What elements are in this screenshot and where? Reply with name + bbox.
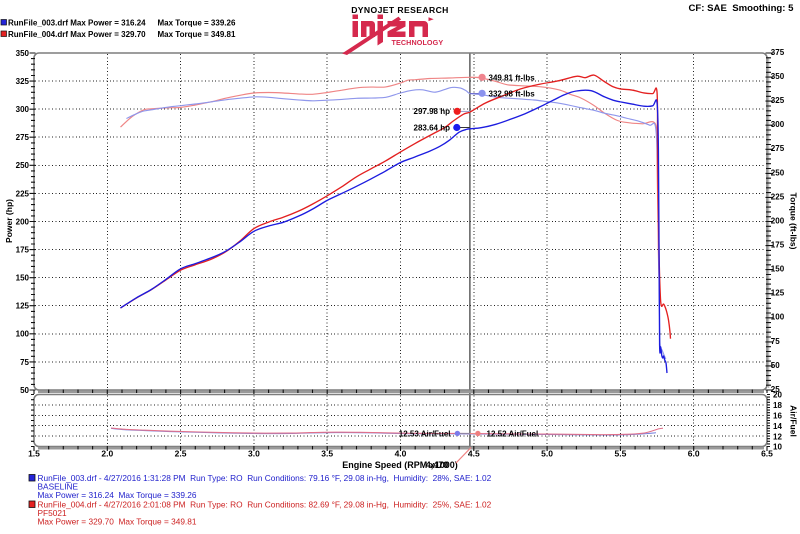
svg-text:297.98 hp: 297.98 hp xyxy=(414,107,451,116)
svg-text:RunFile_003.drf - 4/27/2016 1:: RunFile_003.drf - 4/27/2016 1:31:28 PM R… xyxy=(38,473,492,483)
svg-text:PF5021: PF5021 xyxy=(38,508,67,518)
svg-text:14: 14 xyxy=(773,422,782,431)
svg-text:12: 12 xyxy=(773,432,782,441)
svg-text:325: 325 xyxy=(16,77,30,86)
svg-text:250: 250 xyxy=(16,161,30,170)
svg-text:RunFile_003.drf Max Power = 31: RunFile_003.drf Max Power = 316.24 xyxy=(8,19,146,28)
svg-text:Max Torque = 339.26: Max Torque = 339.26 xyxy=(158,19,236,28)
svg-text:3.0: 3.0 xyxy=(248,449,260,459)
svg-text:225: 225 xyxy=(771,192,785,201)
svg-text:12.53 Air/Fuel: 12.53 Air/Fuel xyxy=(399,430,451,439)
svg-text:283.64 hp: 283.64 hp xyxy=(414,123,451,132)
svg-text:Torque (ft-lbs): Torque (ft-lbs) xyxy=(789,193,799,250)
svg-text:349.81 ft-lbs: 349.81 ft-lbs xyxy=(489,73,536,82)
svg-text:10: 10 xyxy=(773,443,782,452)
svg-text:18: 18 xyxy=(773,401,782,410)
svg-text:Power (hp): Power (hp) xyxy=(4,199,14,243)
svg-text:50: 50 xyxy=(771,361,780,370)
svg-text:275: 275 xyxy=(771,144,785,153)
svg-text:225: 225 xyxy=(16,189,30,198)
svg-text:300: 300 xyxy=(16,105,30,114)
svg-text:20: 20 xyxy=(773,391,782,400)
svg-text:2.5: 2.5 xyxy=(175,449,187,459)
svg-text:RunFile_004.drf Max Power = 32: RunFile_004.drf Max Power = 329.70 xyxy=(8,30,146,39)
svg-text:Engine Speed (RPM x1000): Engine Speed (RPM x1000) xyxy=(342,460,458,470)
svg-text:150: 150 xyxy=(771,265,785,274)
svg-text:Max Power = 329.70 Max Torque: Max Power = 329.70 Max Torque = 349.81 xyxy=(38,517,197,527)
svg-text:200: 200 xyxy=(771,216,785,225)
svg-text:5.5: 5.5 xyxy=(614,449,626,459)
svg-text:75: 75 xyxy=(20,358,29,367)
svg-text:2.0: 2.0 xyxy=(101,449,113,459)
svg-text:BASELINE: BASELINE xyxy=(38,482,79,492)
svg-text:300: 300 xyxy=(771,120,785,129)
svg-text:5.0: 5.0 xyxy=(541,449,553,459)
svg-text:75: 75 xyxy=(771,337,780,346)
svg-text:275: 275 xyxy=(16,133,30,142)
svg-text:RunFile_004.drf - 4/27/2016 2:: RunFile_004.drf - 4/27/2016 2:01:08 PM R… xyxy=(38,500,492,510)
svg-text:100: 100 xyxy=(16,330,30,339)
svg-text:332.98 ft-lbs: 332.98 ft-lbs xyxy=(489,89,536,98)
svg-text:175: 175 xyxy=(16,246,30,255)
svg-text:125: 125 xyxy=(771,289,785,298)
svg-text:150: 150 xyxy=(16,274,30,283)
svg-text:25: 25 xyxy=(771,385,780,394)
svg-text:375: 375 xyxy=(771,48,785,57)
svg-text:CF: SAE Smoothing: 5: CF: SAE Smoothing: 5 xyxy=(689,3,795,14)
svg-text:TECHNOLOGY: TECHNOLOGY xyxy=(392,38,444,47)
svg-text:16: 16 xyxy=(773,412,782,421)
svg-text:Max Torque = 349.81: Max Torque = 349.81 xyxy=(158,30,236,39)
svg-text:100: 100 xyxy=(771,313,785,322)
svg-text:DYNOJET RESEARCH: DYNOJET RESEARCH xyxy=(351,5,449,15)
svg-text:3.5: 3.5 xyxy=(321,449,333,459)
svg-text:4.5: 4.5 xyxy=(468,449,480,459)
svg-text:6.5: 6.5 xyxy=(761,449,773,459)
svg-text:325: 325 xyxy=(771,96,785,105)
svg-text:4.0: 4.0 xyxy=(395,449,407,459)
svg-text:350: 350 xyxy=(16,49,30,58)
svg-text:4,470: 4,470 xyxy=(426,460,449,470)
svg-text:6.0: 6.0 xyxy=(688,449,700,459)
svg-text:1.5: 1.5 xyxy=(28,449,40,459)
svg-text:350: 350 xyxy=(771,72,785,81)
svg-text:200: 200 xyxy=(16,217,30,226)
svg-text:Air/Fuel: Air/Fuel xyxy=(789,405,799,437)
svg-text:175: 175 xyxy=(771,241,785,250)
svg-text:12.52 Air/Fuel: 12.52 Air/Fuel xyxy=(487,430,539,439)
svg-text:250: 250 xyxy=(771,168,785,177)
svg-text:50: 50 xyxy=(20,386,29,395)
svg-text:125: 125 xyxy=(16,302,30,311)
svg-text:Max Power = 316.24 Max Torque: Max Power = 316.24 Max Torque = 339.26 xyxy=(38,490,197,500)
